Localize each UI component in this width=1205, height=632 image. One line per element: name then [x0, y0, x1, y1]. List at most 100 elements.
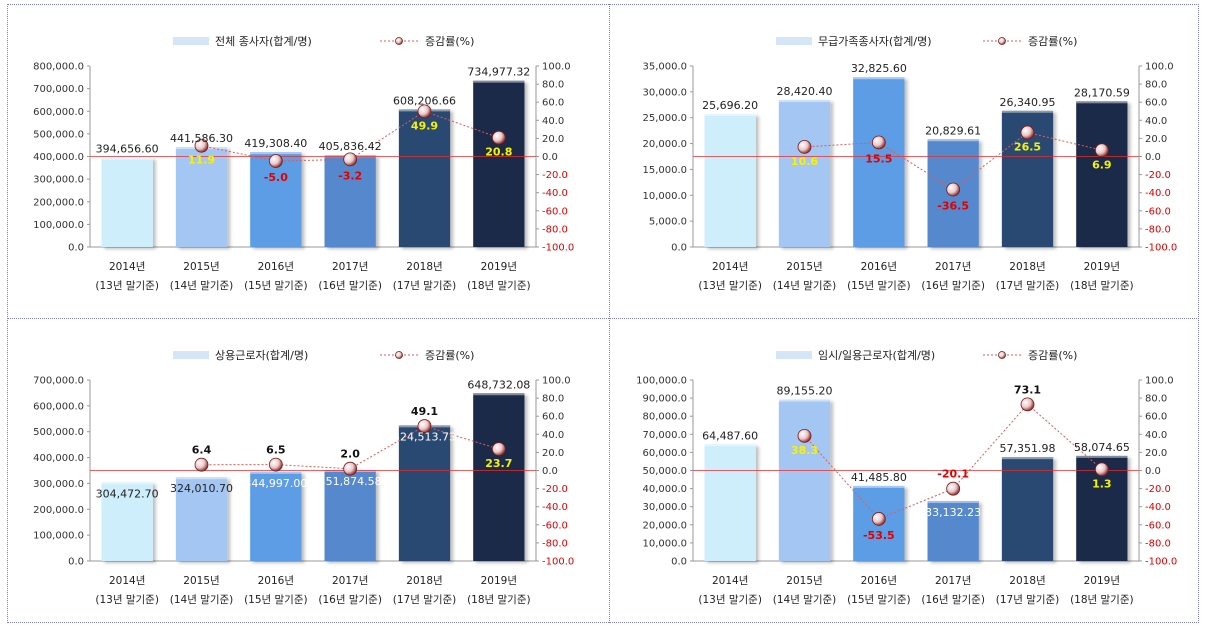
y-tick-label: 600,000.0	[33, 107, 84, 118]
rate-value-label: 10.6	[791, 155, 818, 168]
y2-tick-label: 100.0	[1145, 62, 1174, 73]
outer-frame	[7, 4, 1199, 623]
y2-tick-label: -100.0	[542, 557, 574, 568]
bar	[778, 399, 831, 561]
rate-line	[804, 403, 1103, 520]
x-tick-sublabel: (16년 말기준)	[318, 280, 382, 292]
y-tick-label: 25,000.0	[642, 113, 687, 124]
bar	[473, 80, 525, 247]
bar	[927, 501, 979, 561]
rate-marker	[417, 419, 432, 433]
y2-tick-label: -100.0	[1145, 243, 1177, 254]
rate-value-label: -53.5	[863, 529, 895, 542]
y-tick-label: 200,000.0	[33, 197, 84, 208]
legend-bar-swatch	[776, 37, 812, 45]
rate-value-label: -5.0	[264, 171, 288, 184]
rate-value-label: -20.1	[937, 468, 969, 481]
y-tick-label: 200,000.0	[33, 505, 84, 516]
x-tick-label: 2015년	[786, 575, 822, 587]
y2-tick-label: 40.0	[1145, 430, 1167, 441]
y2-tick-label: 60.0	[542, 98, 564, 109]
y2-tick-label: -80.0	[1145, 538, 1171, 549]
y2-tick-label: 0.0	[542, 152, 558, 163]
bar-value-label: 41,485.80	[851, 471, 907, 484]
bar-highlight	[853, 485, 905, 488]
bar-value-label: 32,825.60	[851, 62, 907, 75]
x-tick-label: 2016년	[861, 261, 897, 273]
bar-value-label: 419,308.40	[244, 137, 307, 150]
y2-tick-label: 80.0	[542, 394, 564, 405]
y2-tick-label: -20.0	[1145, 170, 1171, 181]
y2-tick-label: 0.0	[542, 466, 558, 477]
rate-value-label: 11.9	[188, 154, 215, 167]
bar-highlight	[778, 100, 831, 103]
y-tick-label: 300,000.0	[33, 479, 84, 490]
legend-rate-label: 증감률(%)	[1028, 35, 1077, 48]
rate-value-label: 20.8	[485, 146, 512, 159]
y2-tick-label: -60.0	[542, 206, 568, 217]
bar-value-label: 608,206.66	[393, 94, 456, 107]
y2-tick-label: -60.0	[1145, 520, 1171, 531]
y-tick-label: 300,000.0	[33, 175, 84, 186]
x-tick-label: 2014년	[712, 575, 748, 587]
x-tick-sublabel: (18년 말기준)	[467, 594, 531, 606]
x-tick-sublabel: (16년 말기준)	[921, 280, 985, 292]
y-tick-label: 70,000.0	[642, 430, 687, 441]
bar-highlight	[927, 501, 979, 504]
x-tick-sublabel: (17년 말기준)	[996, 280, 1060, 292]
chart-svg: 무급가족종사자(합계/명) 증감률(%) 0.0 5,000.0 10,000.0 15,…	[642, 35, 1177, 292]
x-tick-sublabel: (13년 말기준)	[698, 594, 762, 606]
y-tick-label: 5,000.0	[649, 217, 687, 228]
bar-highlight	[778, 399, 831, 402]
rate-value-label: 15.5	[865, 152, 892, 165]
y2-tick-label: 40.0	[542, 430, 564, 441]
bar-highlight	[1001, 110, 1054, 113]
y2-tick-label: -20.0	[542, 170, 568, 181]
x-tick-sublabel: (14년 말기준)	[773, 280, 837, 292]
y2-tick-label: 80.0	[542, 80, 564, 91]
bar	[704, 444, 756, 561]
y2-tick-label: -60.0	[542, 520, 568, 531]
x-tick-sublabel: (18년 말기준)	[467, 280, 531, 292]
bar-highlight	[250, 471, 302, 474]
x-tick-label: 2014년	[109, 575, 145, 587]
rate-value-label: -3.2	[338, 169, 362, 182]
bar	[101, 482, 153, 561]
bar	[778, 100, 831, 247]
bar-value-label: 25,696.20	[702, 99, 758, 112]
y2-tick-label: 40.0	[542, 116, 564, 127]
x-tick-sublabel: (15년 말기준)	[244, 280, 308, 292]
bar	[250, 152, 302, 247]
legend: 무급가족종사자(합계/명) 증감률(%)	[776, 35, 1077, 48]
y-tick-label: 100,000.0	[33, 220, 84, 231]
bar	[324, 470, 376, 561]
bar-value-label: 304,472.70	[96, 487, 159, 500]
bar	[250, 471, 302, 561]
legend-rate-label: 증감률(%)	[1028, 349, 1077, 362]
x-tick-sublabel: (13년 말기준)	[95, 594, 159, 606]
y-tick-label: 10,000.0	[642, 191, 687, 202]
y2-tick-label: -100.0	[1145, 557, 1177, 568]
y-tick-label: 30,000.0	[642, 87, 687, 98]
x-tick-label: 2014년	[712, 261, 748, 273]
legend-bar-label: 임시/일용근로자(합계/명)	[818, 348, 935, 362]
y2-tick-label: -40.0	[542, 502, 568, 513]
y2-tick-label: -100.0	[542, 243, 574, 254]
y-tick-label: 0.0	[68, 243, 84, 254]
y-tick-label: 100,000.0	[33, 531, 84, 542]
bar	[1076, 101, 1128, 247]
bar-value-label: 394,656.60	[96, 143, 159, 156]
y2-tick-label: 60.0	[1145, 98, 1167, 109]
legend-bar-swatch	[173, 37, 209, 45]
x-tick-label: 2017년	[332, 575, 368, 587]
x-tick-sublabel: (13년 말기준)	[698, 280, 762, 292]
y-tick-label: 700,000.0	[33, 376, 84, 387]
rate-value-label: 49.9	[411, 119, 438, 132]
bar-highlight	[704, 114, 756, 117]
y-tick-label: 80,000.0	[642, 412, 687, 423]
rate-marker	[194, 457, 209, 472]
bar-highlight	[927, 139, 979, 142]
bar-highlight	[101, 157, 153, 160]
y-tick-label: 400,000.0	[33, 453, 84, 464]
legend-rate-marker	[998, 351, 1006, 359]
